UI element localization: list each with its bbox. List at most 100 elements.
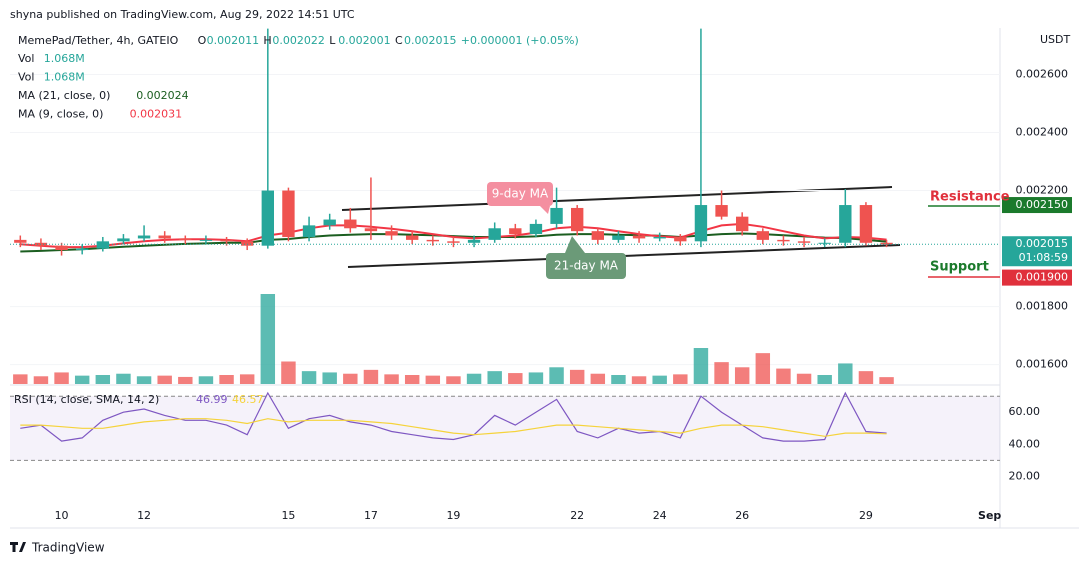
- indicator-value: 0.002024: [136, 89, 189, 102]
- price-badge: [1002, 236, 1072, 267]
- volume-bar: [838, 363, 853, 384]
- candle-body: [385, 231, 398, 236]
- price-badge: [1002, 269, 1072, 286]
- candle-body: [447, 241, 460, 243]
- rsi-tick-label: 60.00: [1009, 405, 1041, 418]
- volume-bar: [198, 376, 214, 384]
- currency: USDT: [1040, 33, 1071, 46]
- candle-body: [797, 241, 811, 243]
- volume-bar: [590, 373, 606, 384]
- ohlc-key: O: [198, 34, 207, 47]
- candle-body: [364, 228, 378, 232]
- volume-bar: [301, 371, 317, 384]
- volume-bar: [239, 374, 255, 384]
- candle-body: [818, 242, 831, 244]
- footer: TradingView: [31, 541, 105, 555]
- rsi-tick-label: 20.00: [1009, 469, 1041, 482]
- volume-bar: [569, 369, 585, 384]
- volume-bar: [13, 374, 28, 384]
- volume-bar: [425, 375, 441, 384]
- ohlc-value: 0.002022: [272, 34, 325, 47]
- candle-body: [241, 241, 254, 246]
- candle-body: [859, 205, 873, 243]
- volume-bar: [796, 373, 812, 384]
- volume-bar: [611, 375, 626, 384]
- candle-body: [736, 216, 749, 232]
- support-label: Support: [930, 260, 989, 275]
- x-tick-label: 15: [281, 509, 295, 522]
- candle-body: [261, 190, 274, 246]
- volume-bar: [528, 372, 544, 384]
- candle-body: [674, 236, 687, 242]
- candle-body: [488, 228, 501, 240]
- x-tick-label: 24: [653, 509, 667, 522]
- logo-mark: [10, 542, 26, 552]
- rsi-band: [10, 396, 1000, 461]
- rsi-title: RSI (14, close, SMA, 14, 2): [14, 393, 159, 406]
- candle-body: [715, 205, 728, 217]
- x-tick-label: 17: [364, 509, 378, 522]
- volume-bar: [54, 372, 69, 384]
- volume-bar: [363, 369, 379, 384]
- candle-body: [220, 239, 233, 242]
- volume-bar: [322, 372, 337, 384]
- volume-bar: [631, 376, 647, 384]
- x-tick-label: 19: [446, 509, 460, 522]
- y-tick-label: 0.002200: [1016, 184, 1069, 197]
- countdown: 01:08:59: [1019, 251, 1068, 264]
- candle-body: [591, 231, 604, 240]
- volume-bar: [693, 348, 709, 384]
- x-tick-label: 12: [137, 509, 151, 522]
- callout-pointer: [540, 206, 550, 214]
- candle-body: [694, 205, 708, 242]
- indicator-value: 0.002031: [130, 108, 183, 121]
- volume-bar: [673, 374, 688, 384]
- ohlc-key: C: [395, 34, 403, 47]
- legend-symbol: MemePad/Tether, 4h, GATEIO: [18, 34, 179, 47]
- ma21-callout: 21-day MA: [546, 236, 626, 279]
- candle-body: [55, 245, 68, 251]
- volume-bar: [652, 375, 667, 384]
- volume-bar: [74, 375, 90, 384]
- ma9-callout: 9-day MA: [487, 182, 553, 214]
- candle-body: [282, 190, 295, 237]
- y-tick-label: 0.002400: [1016, 125, 1069, 138]
- volume-bar: [136, 376, 152, 384]
- candle-body: [137, 235, 151, 239]
- indicator-value: 1.068M: [44, 71, 85, 84]
- volume-bar: [178, 376, 193, 384]
- price-badge-label: 0.001900: [1016, 271, 1069, 284]
- volume-bar: [734, 367, 750, 384]
- ohlc-value: 0.002001: [338, 34, 391, 47]
- rsi-tick-label: 40.00: [1009, 437, 1041, 450]
- indicator-name: Vol: [18, 52, 34, 65]
- x-tick-label: 22: [570, 509, 584, 522]
- volume-bar: [714, 362, 729, 384]
- ohlc-value: 0.002015: [404, 34, 457, 47]
- rsi-line: [20, 418, 887, 437]
- candle-body: [76, 248, 89, 251]
- candle-body: [199, 239, 213, 241]
- y-tick-label: 0.001800: [1016, 300, 1069, 313]
- candle-body: [323, 219, 336, 226]
- indicator-name: Vol: [18, 71, 34, 84]
- candle-body: [117, 238, 130, 242]
- x-tick-label: 10: [55, 509, 69, 522]
- price-badge-label: 0.002150: [1016, 198, 1069, 211]
- volume-bar: [817, 375, 832, 384]
- candle-body: [571, 207, 584, 232]
- header: shyna published on TradingView.com, Aug …: [10, 8, 355, 21]
- candle-body: [158, 235, 171, 239]
- candle-body: [529, 223, 543, 235]
- candle-body: [426, 239, 439, 242]
- callout-box: [546, 253, 626, 279]
- ohlc-key: L: [329, 34, 336, 47]
- resistance-label: Resistance: [930, 190, 1010, 205]
- ohlc-value: 0.002011: [207, 34, 260, 47]
- candle-body: [777, 239, 790, 242]
- volume-bar: [404, 375, 420, 384]
- volume-bar: [549, 367, 564, 384]
- volume-bar: [487, 371, 502, 384]
